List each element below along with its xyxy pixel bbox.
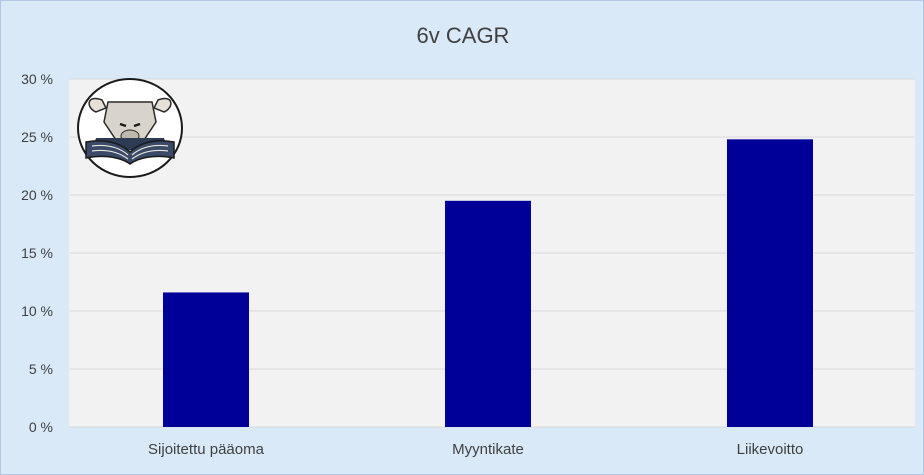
bars: [163, 139, 813, 427]
y-tick-label: 20 %: [21, 187, 53, 203]
bar: [727, 139, 813, 427]
y-tick-label: 0 %: [29, 419, 53, 435]
x-tick-label: Sijoitettu pääoma: [148, 441, 265, 458]
bar: [445, 200, 531, 427]
y-tick-label: 15 %: [21, 245, 53, 261]
x-axis-ticks: Sijoitettu pääoma Myyntikate Liikevoitto: [148, 441, 803, 458]
x-tick-label: Liikevoitto: [737, 441, 804, 458]
bar: [163, 292, 249, 427]
y-tick-label: 5 %: [29, 361, 53, 377]
y-axis-ticks: 0 % 5 % 10 % 15 % 20 % 25 % 30 %: [21, 71, 53, 435]
bull-reading-book-logo: [77, 78, 183, 178]
y-tick-label: 10 %: [21, 303, 53, 319]
y-tick-label: 25 %: [21, 129, 53, 145]
x-tick-label: Myyntikate: [452, 441, 524, 458]
y-tick-label: 30 %: [21, 71, 53, 87]
chart-title: 6v CAGR: [416, 23, 510, 48]
